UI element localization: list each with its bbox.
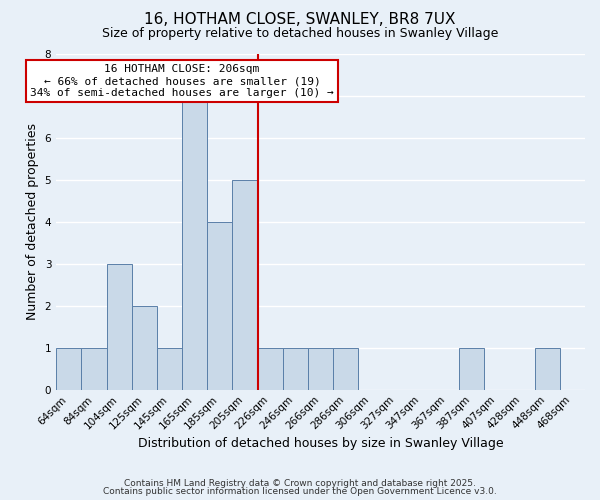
Bar bbox=[132, 306, 157, 390]
Text: 16 HOTHAM CLOSE: 206sqm
← 66% of detached houses are smaller (19)
34% of semi-de: 16 HOTHAM CLOSE: 206sqm ← 66% of detache… bbox=[30, 64, 334, 98]
Text: Contains public sector information licensed under the Open Government Licence v3: Contains public sector information licen… bbox=[103, 487, 497, 496]
Bar bbox=[56, 348, 82, 390]
Bar bbox=[207, 222, 232, 390]
Bar bbox=[459, 348, 484, 390]
Bar bbox=[535, 348, 560, 390]
Bar bbox=[157, 348, 182, 390]
Bar bbox=[257, 348, 283, 390]
Bar bbox=[308, 348, 333, 390]
Text: Contains HM Land Registry data © Crown copyright and database right 2025.: Contains HM Land Registry data © Crown c… bbox=[124, 478, 476, 488]
Y-axis label: Number of detached properties: Number of detached properties bbox=[26, 124, 39, 320]
Bar bbox=[82, 348, 107, 390]
X-axis label: Distribution of detached houses by size in Swanley Village: Distribution of detached houses by size … bbox=[138, 437, 503, 450]
Bar bbox=[283, 348, 308, 390]
Text: 16, HOTHAM CLOSE, SWANLEY, BR8 7UX: 16, HOTHAM CLOSE, SWANLEY, BR8 7UX bbox=[144, 12, 456, 28]
Bar bbox=[107, 264, 132, 390]
Bar bbox=[232, 180, 257, 390]
Bar bbox=[333, 348, 358, 390]
Text: Size of property relative to detached houses in Swanley Village: Size of property relative to detached ho… bbox=[102, 28, 498, 40]
Bar bbox=[182, 96, 207, 390]
